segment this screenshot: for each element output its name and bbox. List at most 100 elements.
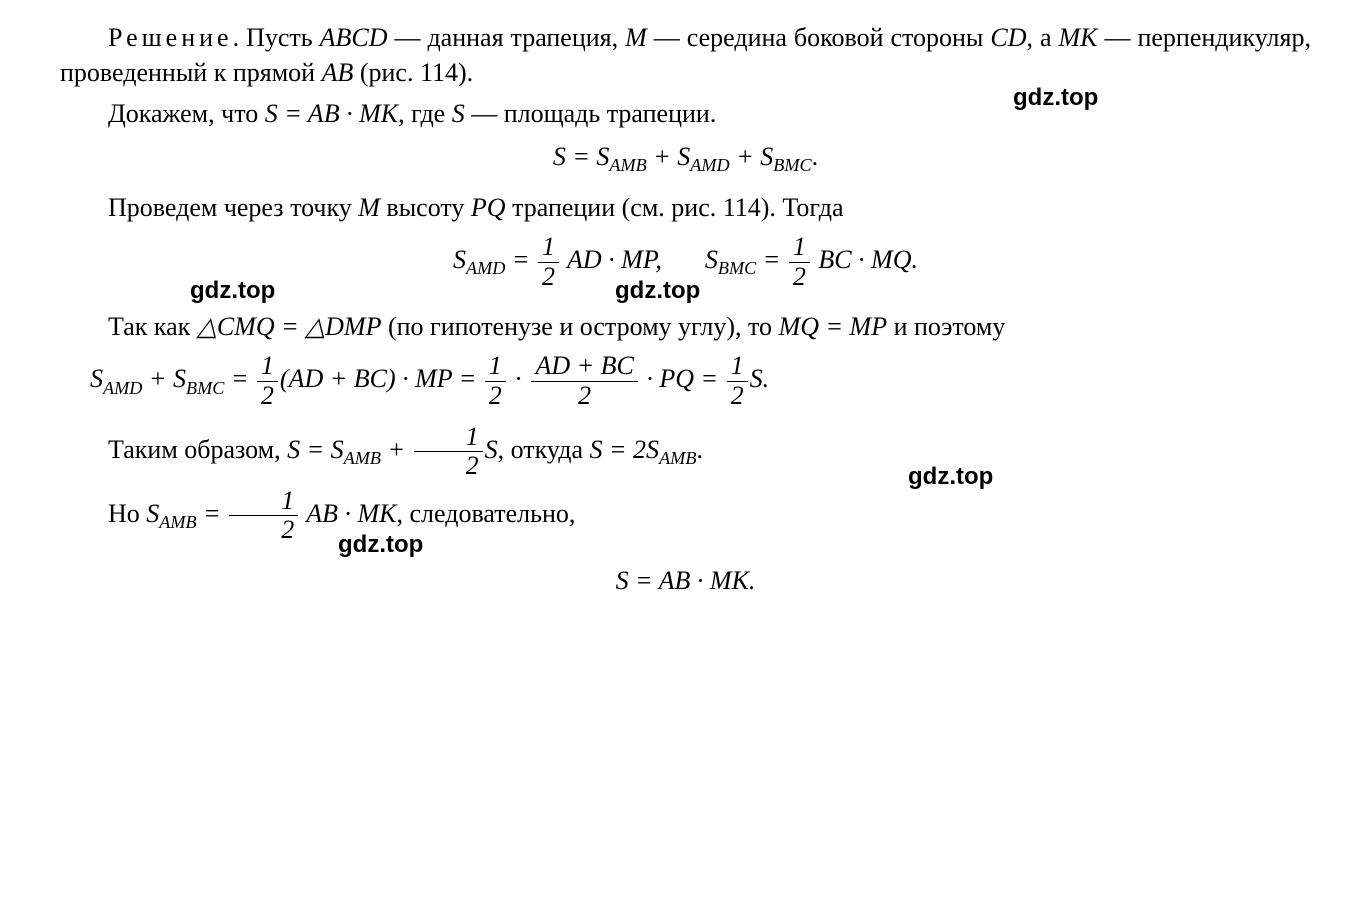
math: PQ: [471, 193, 506, 222]
math: (AD + BC) · MP =: [280, 364, 483, 393]
denominator: 2: [414, 452, 483, 481]
text: (по гипотенузе и острому углу), то: [381, 312, 778, 341]
math: BC · MQ.: [812, 245, 918, 274]
math: =: [224, 364, 255, 393]
math: △CMQ = △DMP: [197, 312, 382, 341]
denominator: 2: [531, 382, 637, 411]
paragraph-4: Так как △CMQ = △DMP (по гипотенузе и ост…: [60, 309, 1311, 344]
subscript: AMB: [344, 448, 381, 468]
subscript: AMD: [103, 378, 142, 398]
math: CD: [990, 23, 1026, 52]
text: и поэтому: [887, 312, 1005, 341]
subscript: BMC: [186, 378, 224, 398]
math: S = S: [553, 142, 610, 171]
math: MQ = MP: [779, 312, 888, 341]
math: S: [146, 499, 159, 528]
text: , а: [1027, 23, 1059, 52]
subscript: AMD: [466, 258, 505, 278]
fraction: 12: [485, 352, 506, 410]
solution-label: Решение: [108, 23, 233, 52]
subscript: BMC: [773, 155, 811, 175]
numerator: 1: [789, 233, 810, 263]
subscript: BMC: [718, 258, 756, 278]
paragraph-1: Решение. Пусть ABCD — данная трапеция, M…: [60, 20, 1311, 90]
numerator: 1: [414, 423, 483, 453]
math: · PQ =: [640, 364, 725, 393]
math: + S: [730, 142, 774, 171]
math: AB · MK: [300, 499, 396, 528]
denominator: 2: [789, 263, 810, 292]
math: M: [625, 23, 647, 52]
formula-3: SAMD + SBMC = 12(AD + BC) · MP = 12 · AD…: [60, 352, 1311, 410]
math: + S: [142, 364, 186, 393]
text: Проведем через точку: [108, 193, 358, 222]
dot: .: [812, 142, 819, 171]
math: S: [453, 245, 466, 274]
text: , откуда: [498, 435, 590, 464]
numerator: AD + BC: [531, 352, 637, 382]
text: трапеции (см. рис. 114). Тогда: [506, 193, 844, 222]
formula-4: S = AB · MK.: [60, 563, 1311, 598]
text: — данная трапеция,: [387, 23, 625, 52]
subscript: AMD: [690, 155, 729, 175]
math: S = 2S: [590, 435, 660, 464]
text: Таким образом,: [108, 435, 287, 464]
watermark: gdz.top: [290, 529, 423, 561]
formula-2: SAMD = 12 AD · MP, SBMC = 12 BC · MQ. gd…: [60, 233, 1311, 291]
math: ABCD: [320, 23, 388, 52]
math: +: [381, 435, 412, 464]
math: AB: [322, 58, 354, 87]
text: — площадь трапеции.: [465, 99, 717, 128]
subscript: AMB: [609, 155, 646, 175]
text: . Пусть: [233, 23, 320, 52]
math: =: [197, 499, 228, 528]
numerator: 1: [727, 352, 748, 382]
text: (рис. 114).: [353, 58, 473, 87]
math: =: [756, 245, 787, 274]
text: , следовательно,: [397, 499, 576, 528]
math: S = S: [287, 435, 344, 464]
paragraph-5: Таким образом, S = SAMB + 12S, откуда S …: [60, 423, 1311, 481]
numerator: 1: [229, 487, 298, 517]
text: Так как: [108, 312, 197, 341]
denominator: 2: [727, 382, 748, 411]
dot: .: [696, 435, 703, 464]
numerator: 1: [485, 352, 506, 382]
text: , где: [398, 99, 452, 128]
math: =: [505, 245, 536, 274]
subscript: AMB: [659, 448, 696, 468]
numerator: 1: [257, 352, 278, 382]
formula-1: S = SAMB + SAMD + SBMC.: [60, 139, 1311, 178]
math: + S: [647, 142, 691, 171]
text: Но: [108, 499, 146, 528]
math: S = AB · MK.: [616, 566, 756, 595]
fraction: 12: [538, 233, 559, 291]
watermark: gdz.top: [965, 82, 1098, 114]
fraction: 12: [414, 423, 483, 481]
numerator: 1: [538, 233, 559, 263]
math: S.: [750, 364, 770, 393]
math: AD · MP,: [561, 245, 662, 274]
fraction: 12: [229, 487, 298, 545]
watermark: gdz.top: [190, 275, 275, 307]
fraction: 12: [789, 233, 810, 291]
math: MK: [1059, 23, 1098, 52]
math: S: [485, 435, 498, 464]
text: — середина боковой стороны: [647, 23, 991, 52]
fraction: 12: [727, 352, 748, 410]
paragraph-6: Но SAMB = 12 AB · MK, следовательно, gdz…: [60, 487, 1311, 545]
denominator: 2: [229, 516, 298, 545]
math: S: [90, 364, 103, 393]
text: высоту: [380, 193, 471, 222]
paragraph-3: Проведем через точку M высоту PQ трапеци…: [60, 190, 1311, 225]
math: S = AB · MK: [265, 99, 398, 128]
fraction: 12: [257, 352, 278, 410]
denominator: 2: [538, 263, 559, 292]
math: S: [452, 99, 465, 128]
math: M: [358, 193, 380, 222]
subscript: AMB: [159, 512, 196, 532]
denominator: 2: [257, 382, 278, 411]
paragraph-2: Докажем, что S = AB · MK, где S — площад…: [60, 96, 1311, 131]
watermark: gdz.top: [615, 275, 700, 307]
denominator: 2: [485, 382, 506, 411]
